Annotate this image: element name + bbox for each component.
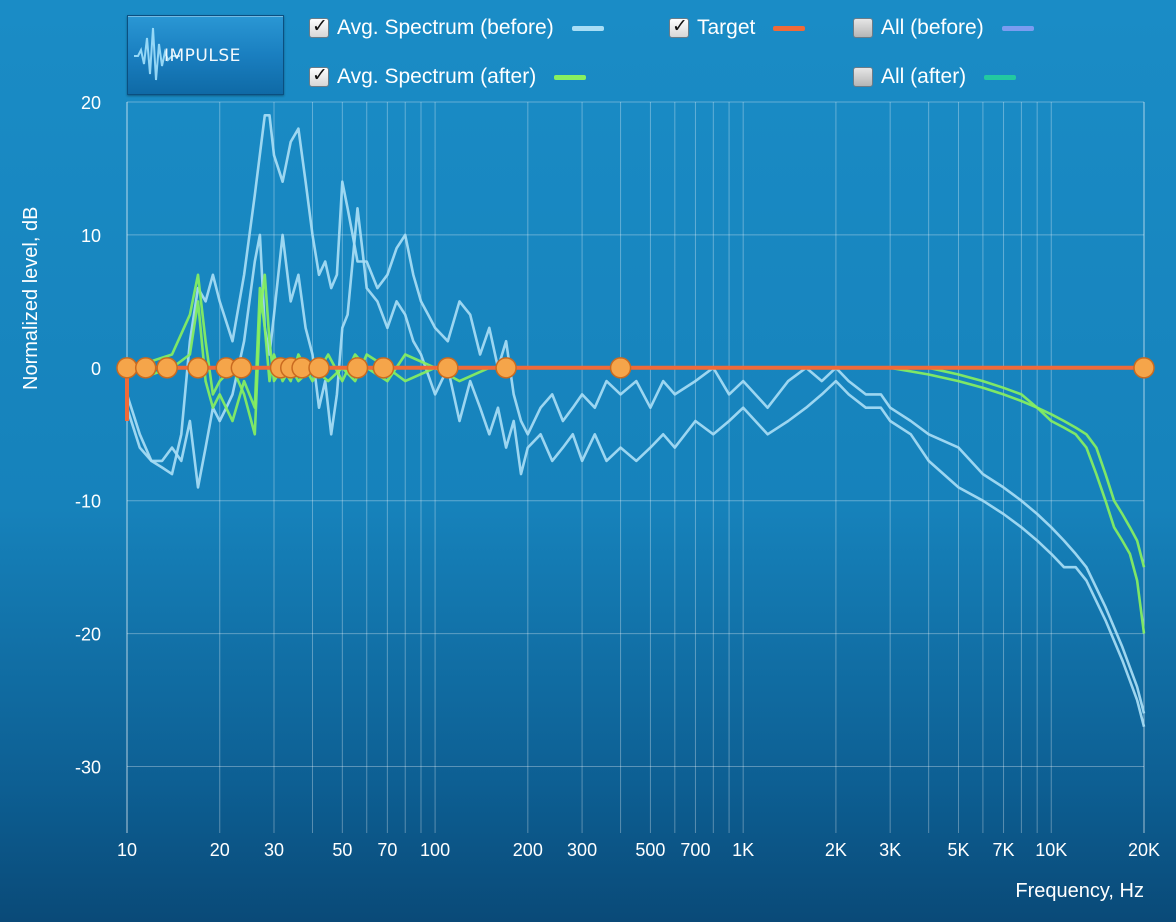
avg-before-swatch bbox=[571, 25, 604, 31]
target-node bbox=[1133, 357, 1155, 379]
legend-label: All (before) bbox=[881, 16, 984, 39]
x-tick-label: 2K bbox=[825, 840, 847, 860]
target-node bbox=[346, 357, 369, 379]
x-tick-label: 300 bbox=[567, 840, 597, 860]
x-tick-label: 10K bbox=[1035, 840, 1067, 860]
legend-all-after[interactable]: All (after) bbox=[853, 63, 1017, 91]
y-axis-title: Normalized level, dB bbox=[20, 207, 42, 390]
x-tick-label: 700 bbox=[680, 840, 710, 860]
spectrum-line bbox=[126, 273, 1146, 568]
chart-series bbox=[125, 114, 1146, 728]
x-tick-label: 20 bbox=[210, 840, 230, 860]
x-tick-label: 100 bbox=[420, 840, 450, 860]
target-checkbox[interactable]: ✓ bbox=[669, 16, 689, 38]
x-axis-title: Frequency, Hz bbox=[1015, 880, 1144, 902]
target-node bbox=[230, 357, 253, 379]
legend-label: Avg. Spectrum (after) bbox=[337, 65, 537, 88]
y-tick-label: 10 bbox=[81, 226, 101, 246]
x-tick-label: 70 bbox=[377, 840, 397, 860]
x-tick-label: 50 bbox=[332, 840, 352, 860]
x-tick-label: 20K bbox=[1128, 840, 1160, 860]
avg-before-checkbox[interactable]: ✓ bbox=[309, 16, 329, 38]
target-node bbox=[372, 357, 395, 379]
target-node bbox=[495, 357, 517, 379]
legend-avg-after[interactable]: ✓ Avg. Spectrum (after) bbox=[309, 63, 587, 91]
all-after-swatch bbox=[984, 74, 1017, 80]
y-tick-label: 20 bbox=[81, 93, 101, 113]
legend-label: Avg. Spectrum (before) bbox=[337, 16, 554, 39]
target-swatch bbox=[773, 25, 806, 31]
target-node bbox=[609, 357, 632, 379]
y-tick-label: -10 bbox=[75, 492, 101, 512]
target-node bbox=[134, 357, 157, 379]
y-tick-label: -30 bbox=[75, 758, 101, 778]
x-tick-label: 7K bbox=[993, 840, 1015, 860]
impulse-label: IMPULSE bbox=[164, 46, 241, 66]
spectrum-line bbox=[125, 114, 1146, 714]
spectrum-line bbox=[125, 207, 1146, 728]
target-node bbox=[308, 357, 330, 379]
all-after-checkbox[interactable] bbox=[853, 67, 873, 87]
all-before-swatch bbox=[1001, 25, 1034, 31]
x-tick-label: 1K bbox=[732, 840, 754, 860]
x-tick-label: 200 bbox=[513, 840, 543, 860]
legend-label: Target bbox=[697, 16, 756, 39]
target-nodes bbox=[116, 357, 1155, 379]
legend-label: All (after) bbox=[881, 65, 967, 88]
waveform-icon bbox=[134, 27, 180, 81]
target-node bbox=[187, 357, 209, 379]
avg-after-checkbox[interactable]: ✓ bbox=[309, 65, 329, 87]
impulse-button[interactable]: IMPULSE bbox=[127, 15, 284, 95]
avg-after-swatch bbox=[554, 74, 587, 80]
legend-target[interactable]: ✓ Target bbox=[669, 14, 806, 42]
chart-ticks: 10 20 30 50 70 100 200 300 500 700 1K 2K 3K 5K 7K 10K 20… bbox=[75, 93, 1160, 860]
chart-grid bbox=[126, 101, 1145, 833]
y-tick-label: 0 bbox=[91, 359, 101, 379]
x-tick-label: 3K bbox=[879, 840, 901, 860]
target-node bbox=[116, 357, 138, 379]
target-node bbox=[437, 357, 459, 379]
x-tick-label: 5K bbox=[947, 840, 969, 860]
x-tick-label: 500 bbox=[635, 840, 665, 860]
legend-all-before[interactable]: All (before) bbox=[853, 14, 1034, 42]
x-tick-label: 10 bbox=[117, 840, 137, 860]
all-before-checkbox[interactable] bbox=[853, 18, 873, 38]
legend-avg-before[interactable]: ✓ Avg. Spectrum (before) bbox=[309, 14, 604, 42]
target-node bbox=[156, 357, 178, 379]
y-tick-label: -20 bbox=[75, 625, 101, 645]
x-tick-label: 30 bbox=[264, 840, 284, 860]
